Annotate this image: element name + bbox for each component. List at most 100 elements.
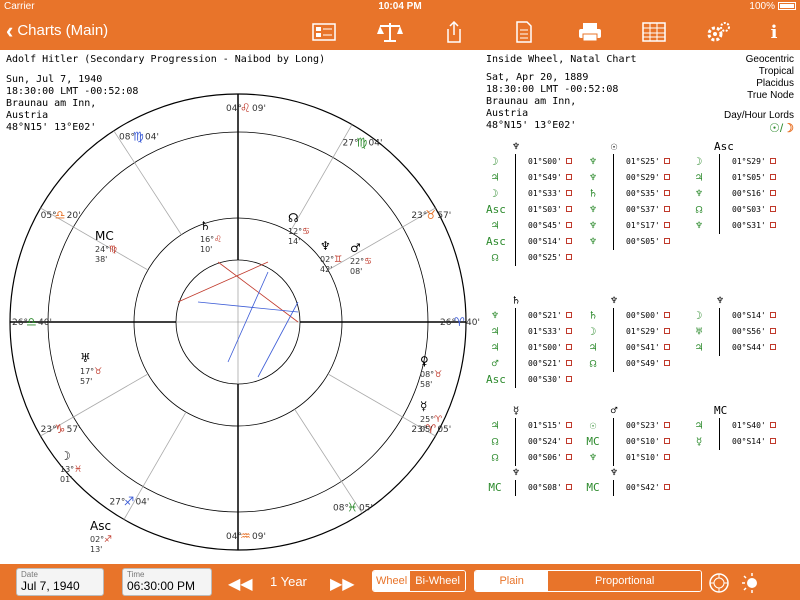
aspect-row: ♄ 00°S35' <box>584 186 670 200</box>
battery-percent: 100% <box>749 1 775 12</box>
right-chart-time: 18:30:00 LMT -00:52:08 <box>486 84 619 95</box>
time-field[interactable]: Time 06:30:00 PM <box>122 568 212 596</box>
rewind-icon[interactable]: ◀◀ <box>228 576 253 593</box>
zodiac-wheel-icon[interactable] <box>708 572 730 594</box>
planet-glyph[interactable]: ♅ <box>80 351 91 365</box>
aspect-glyph: ♃ <box>695 418 703 432</box>
chart-wheel[interactable]: 04°♌ 09'27°♍ 04'23°♉ 57'26°♈ 40'23°♈ 05'08°♓ 0… <box>0 90 480 560</box>
document-icon[interactable] <box>510 20 538 44</box>
planet-glyph[interactable]: ♂ <box>350 241 361 255</box>
aspect-value: 00°S37' <box>626 204 660 214</box>
aspect-glyph: ☽ <box>491 154 499 168</box>
aspect-value: 00°S44' <box>732 342 766 352</box>
square-aspect-icon <box>769 422 776 428</box>
planet-glyph[interactable]: ☊ <box>288 211 299 225</box>
fast-forward-icon[interactable]: ▶▶ <box>330 576 355 593</box>
aspect-value: 00°S00' <box>626 310 660 320</box>
aspect-row: ♃ 01°S40' <box>690 418 776 432</box>
aspect-row: ☊ 00°S25' <box>486 250 572 264</box>
aspect-tree-header: ♆ <box>512 466 520 479</box>
cusp-minute: 57' <box>67 425 81 435</box>
status-bar: Carrier 10:04 PM 100% <box>0 0 800 14</box>
aspect-value: 00°S10' <box>626 436 660 446</box>
cusp-minute: 57' <box>437 211 451 221</box>
gear-icon[interactable] <box>704 20 732 44</box>
planet-sign: ♍ <box>109 245 117 255</box>
date-field[interactable]: Date Jul 7, 1940 <box>16 568 104 596</box>
planet-minute: 01' <box>60 475 72 484</box>
planet-minute: 13' <box>90 545 102 554</box>
left-chart-time: 18:30:00 LMT -00:52:08 <box>6 86 139 97</box>
aspect-value: 00°S49' <box>626 358 660 368</box>
aspect-row: ♆ 00°S05' <box>584 234 670 248</box>
interval-value[interactable]: 1 Year <box>270 574 307 589</box>
left-chart-date: Sun, Jul 7, 1940 <box>6 74 103 85</box>
planet-sign: ♋ <box>364 257 372 267</box>
day-hour-glyphs: ☉/☽ <box>769 121 794 135</box>
planet-glyph[interactable]: MC <box>95 229 114 243</box>
planet-minute: 58' <box>420 380 432 389</box>
planet-glyph[interactable]: ♄ <box>200 219 211 233</box>
wheel-rings <box>9 93 467 551</box>
day-night-icon[interactable] <box>740 572 766 594</box>
share-icon[interactable] <box>440 20 468 44</box>
planet-glyph[interactable]: ♆ <box>320 239 331 253</box>
cusp-minute: 09' <box>252 104 266 114</box>
chart-settings: Geocentric Tropical Placidus True Node <box>746 54 794 102</box>
planet-degree: 13° <box>60 465 74 474</box>
aspect-glyph: Asc <box>486 202 506 216</box>
planet-glyph[interactable]: ☽ <box>60 449 71 463</box>
aspect-tree-line <box>719 308 720 356</box>
date-label: Date <box>21 570 38 579</box>
square-aspect-icon <box>769 312 776 318</box>
aspect-glyph: ♄ <box>589 186 597 200</box>
wheel-button[interactable]: Wheel <box>373 571 411 591</box>
aspect-glyph: ☽ <box>695 308 703 322</box>
house-line <box>123 411 187 520</box>
biwheel-button[interactable]: Bi-Wheel <box>410 571 465 591</box>
planet-glyph[interactable]: Asc <box>90 519 111 533</box>
time-value: 06:30:00 PM <box>127 579 196 593</box>
planet-sign: ♌ <box>214 235 222 245</box>
aspect-glyph: ♃ <box>695 340 703 354</box>
aspect-value: 00°S08' <box>528 482 562 492</box>
house-line <box>327 373 436 437</box>
info-icon[interactable]: i <box>770 21 778 43</box>
left-chart-city: Braunau am Inn, <box>6 98 97 109</box>
aspect-value: 01°S00' <box>528 342 562 352</box>
balance-icon[interactable] <box>376 20 404 44</box>
aspect-row: ☽ 00°S14' <box>690 308 776 322</box>
aspect-glyph: MC <box>586 434 600 448</box>
aspect-row: ☽ 01°S29' <box>584 324 670 338</box>
plain-button[interactable]: Plain <box>475 571 549 591</box>
battery-indicator: 100% <box>749 1 796 12</box>
aspect-value: 01°S29' <box>732 156 766 166</box>
aspect-row: ♃ 01°S00' <box>486 340 572 354</box>
square-aspect-icon <box>663 454 670 460</box>
aspect-glyph: ♅ <box>695 324 703 338</box>
square-aspect-icon <box>565 376 572 382</box>
right-chart-country: Austria <box>486 108 529 119</box>
square-aspect-icon <box>663 238 670 244</box>
calendar-grid-icon[interactable] <box>640 20 668 44</box>
print-icon[interactable] <box>576 20 604 44</box>
square-aspect-icon <box>663 222 670 228</box>
planet-minute: 42' <box>320 265 332 274</box>
aspect-line <box>217 261 299 323</box>
nav-bar: ‹ Charts (Main) i <box>0 14 800 50</box>
square-aspect-icon <box>663 422 670 428</box>
square-aspect-icon <box>769 344 776 350</box>
aspect-value: 01°S15' <box>528 420 562 430</box>
planet-glyph[interactable]: ♀ <box>420 354 429 368</box>
aspect-tree-line <box>613 154 614 250</box>
proportional-button[interactable]: Proportional <box>548 571 701 591</box>
aspect-value: 00°S21' <box>528 310 562 320</box>
aspect-value: 01°S17' <box>626 220 660 230</box>
planet-glyph[interactable]: ☿ <box>420 399 427 413</box>
square-aspect-icon <box>663 312 670 318</box>
back-button[interactable]: ‹ Charts (Main) <box>6 19 108 41</box>
chart-info-icon[interactable] <box>310 20 338 44</box>
cusp-sign-glyph: ♎ <box>26 315 37 329</box>
aspect-row: Asc 00°S30' <box>486 372 572 386</box>
